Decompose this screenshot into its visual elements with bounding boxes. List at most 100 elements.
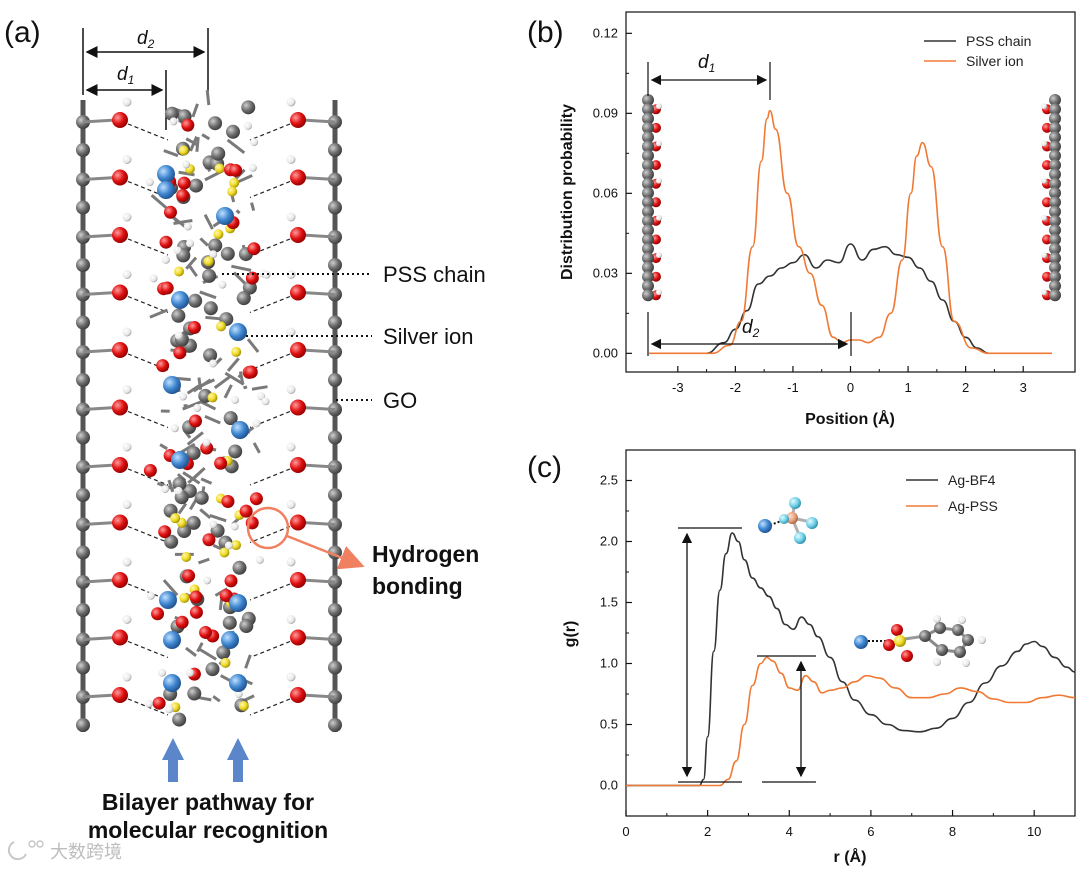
go-hydrogen-atom [122, 212, 132, 222]
pss-carbon-atom [203, 348, 218, 363]
pss-bond [235, 174, 253, 184]
go-bond [82, 406, 117, 411]
pss-carbon-atom [208, 116, 223, 131]
go-oxygen-atom [112, 514, 128, 531]
slab-carbon-atom [642, 205, 654, 218]
go-hydrogen-atom [122, 500, 132, 509]
hydrogen-bond [127, 238, 169, 256]
chart-b-ytick-label: 0.09 [593, 105, 618, 120]
slab-hydrogen-atom [1041, 289, 1047, 296]
pss-carbon-atom [194, 490, 209, 505]
go-oxygen-atom [112, 457, 128, 473]
inset-ag-pss-molecule [854, 615, 986, 667]
panel-a-d2-marker: d2 [82, 28, 209, 95]
pss-oxygen-atom [158, 525, 172, 539]
pss-oxygen-atom [181, 118, 195, 132]
go-hydrogen-atom [122, 615, 132, 624]
go-bond [301, 693, 336, 699]
callout-pss-chain-label: PSS chain [383, 262, 486, 287]
go-carbon-atom [76, 488, 90, 502]
go-hydrogen-atom [122, 672, 132, 682]
svg-text:d2: d2 [742, 317, 760, 340]
slab-carbon-atom [1049, 94, 1061, 106]
pss-oxygen-atom [221, 495, 235, 509]
go-oxygen-atom [112, 169, 128, 186]
pss-bond [185, 646, 197, 657]
slab-hydrogen-atom [656, 140, 662, 147]
pss-carbon-atom [239, 618, 254, 633]
go-carbon-atom [76, 200, 90, 215]
slab-carbon-atom [642, 289, 654, 302]
pss-bond [162, 579, 179, 597]
slab-carbon-atom [642, 242, 654, 255]
go-bond [301, 521, 336, 526]
pss-carbon-atom [220, 246, 235, 261]
go-carbon-atom [328, 200, 342, 215]
chart-c-xtick-label: 4 [786, 824, 793, 839]
chart-c-legend: Ag-BF4 Ag-PSS [906, 472, 998, 514]
pss-oxygen-atom [156, 359, 170, 373]
slab-carbon-atom [1049, 214, 1061, 227]
pss-hydrogen-atom [183, 222, 192, 231]
go-hydrogen-atom [286, 212, 296, 222]
pss-hydrogen-atom [173, 246, 182, 255]
slab-hydrogen-atom [656, 214, 662, 221]
go-oxygen-atom [112, 399, 128, 416]
silver-ion-atom [229, 594, 247, 612]
hydrogen-bond [249, 123, 291, 141]
go-oxygen-atom [290, 227, 306, 243]
go-bond [301, 348, 336, 354]
go-bond [82, 693, 117, 699]
pss-carbon-atom [208, 238, 223, 253]
chart-c-xtick-label: 2 [704, 824, 711, 839]
go-hydrogen-atom [286, 672, 296, 682]
chart-b-legend-pss: PSS chain [966, 33, 1031, 49]
panel-a-d1-sub: 1 [128, 73, 135, 87]
slab-hydrogen-atom [1041, 140, 1047, 147]
slab-hydrogen-atom [656, 289, 662, 296]
pss-oxygen-atom [160, 281, 174, 295]
silver-ion-atom [163, 631, 181, 649]
go-hydrogen-atom [286, 500, 296, 509]
silver-ion-atom [229, 323, 247, 341]
panel-a-d2-sub: 2 [147, 37, 155, 51]
chart-b-xtick-label: 3 [1020, 380, 1027, 395]
slab-carbon-atom [642, 103, 654, 116]
pss-hydrogen-atom [186, 239, 195, 248]
pss-hydrogen-atom [146, 591, 155, 600]
chart-b-d2-sub: 2 [752, 326, 760, 340]
slab-carbon-atom [1049, 112, 1061, 125]
callout-pss-chain: PSS chain [222, 262, 486, 287]
go-carbon-atom [328, 718, 342, 732]
pss-hydrogen-atom [174, 331, 183, 340]
slab-carbon-atom [1049, 242, 1061, 255]
panel-c: (c) 0 2 4 6 8 10 0.0 0.5 1.0 1.5 2.0 2.5 r (Å) g(r)… [527, 449, 1076, 866]
go-bond [301, 118, 336, 124]
pss-carbon-atom [186, 446, 201, 461]
pss-hydrogen-atom [202, 438, 211, 447]
slab-carbon-atom [1049, 168, 1061, 181]
go-hydrogen-atom [286, 385, 296, 394]
go-oxygen-atom [290, 572, 306, 588]
pss-carbon-atom [164, 534, 179, 549]
panel-a-d1-marker: d1 [85, 64, 167, 130]
pss-sulfur-atom [170, 513, 181, 524]
pss-sulfur-atom [207, 392, 218, 403]
slab-carbon-atom [1049, 289, 1061, 302]
chart-b-ytick-label: 0.03 [593, 265, 618, 280]
go-carbon-atom [76, 315, 90, 330]
pss-oxygen-atom [151, 607, 165, 621]
pss-carbon-atom [205, 662, 220, 677]
hydrogen-bond [127, 640, 169, 659]
pss-bond [187, 467, 206, 485]
pss-oxygen-atom [188, 414, 202, 428]
go-bond [82, 463, 117, 469]
slab-carbon-atom [642, 233, 654, 246]
pss-bond [198, 647, 217, 661]
slab-carbon-atom [1049, 224, 1061, 237]
go-bond [82, 348, 117, 354]
pss-sulfur-atom [229, 177, 240, 188]
hydrogen-bond [249, 640, 291, 659]
pss-bond [209, 514, 227, 523]
chart-c-xtick-label: 6 [867, 824, 874, 839]
